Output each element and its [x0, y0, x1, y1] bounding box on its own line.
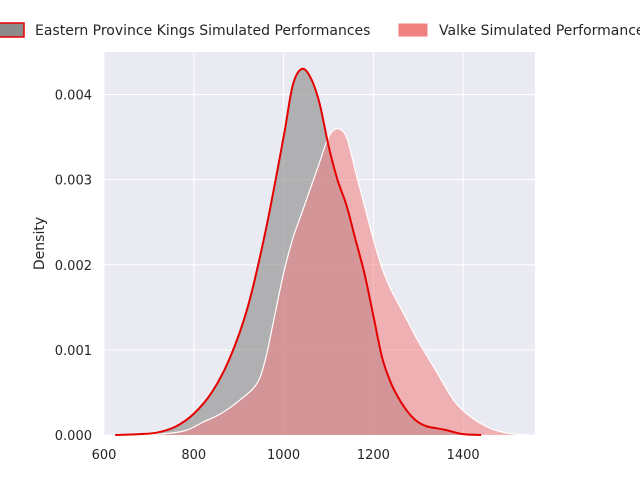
legend: Eastern Province Kings Simulated Perform… [0, 22, 640, 39]
x-tick-label: 1400 [447, 448, 480, 463]
y-tick-label: 0.002 [55, 259, 92, 274]
x-tick-label: 600 [92, 448, 117, 463]
density-fill-valke [115, 128, 529, 435]
density-line-valke [115, 128, 529, 436]
y-tick-label: 0.003 [55, 174, 92, 189]
x-tick-label: 1200 [357, 448, 390, 463]
x-tick-label: 1000 [267, 448, 300, 463]
legend-swatch-eastern-province-kings [0, 22, 25, 38]
legend-swatch-valke [397, 22, 429, 38]
x-tick-label: 800 [181, 448, 206, 463]
y-axis-ticks: 0.000 0.001 0.002 0.003 0.004 [55, 89, 92, 444]
y-tick-label: 0.004 [55, 89, 92, 104]
density-areas [115, 67, 529, 436]
legend-label-eastern-province-kings: Eastern Province Kings Simulated Perform… [35, 23, 370, 39]
y-axis-label: Density [32, 217, 48, 270]
legend-label-valke: Valke Simulated Performances [439, 23, 640, 39]
density-line-eastern-province-kings [115, 67, 482, 436]
y-tick-label: 0.001 [55, 344, 92, 359]
y-tick-label: 0.000 [55, 429, 92, 444]
x-axis-ticks: 600 800 1000 1200 1400 [92, 448, 480, 463]
